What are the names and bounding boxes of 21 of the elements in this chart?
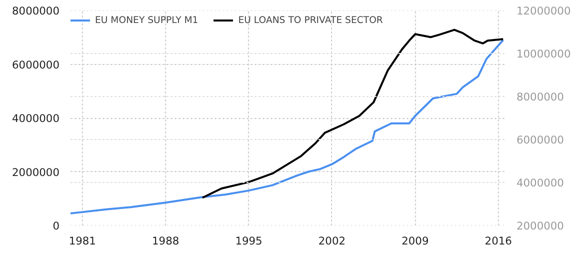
line-series <box>201 28 504 199</box>
y2-tick-label: 12000000 <box>516 4 571 18</box>
legend-label: EU LOANS TO PRIVATE SECTOR <box>238 14 383 26</box>
y2-tick-label: 8000000 <box>516 90 564 104</box>
x-tick-label: 2002 <box>318 234 346 248</box>
y-tick-label: 2000000 <box>12 166 60 179</box>
y-tick-label: 6000000 <box>12 58 60 72</box>
y-tick-label: 0 <box>52 220 60 232</box>
x-tick-label: 2009 <box>402 234 429 248</box>
x-tick-label: 1995 <box>235 234 262 248</box>
y2-tick-label: 6000000 <box>516 134 564 146</box>
x-tick-label: 2016 <box>484 234 512 248</box>
line-series <box>70 39 504 214</box>
x-tick-label: 1981 <box>68 234 96 248</box>
y-tick-label: 8000000 <box>12 4 60 18</box>
x-tick-label: 1988 <box>152 234 180 248</box>
y2-tick-label: 2000000 <box>516 220 564 232</box>
y2-tick-label: 4000000 <box>516 176 564 190</box>
legend-label: EU MONEY SUPPLY M1 <box>95 14 198 26</box>
y-tick-label: 4000000 <box>12 112 60 125</box>
y2-tick-label: 10000000 <box>516 48 571 60</box>
